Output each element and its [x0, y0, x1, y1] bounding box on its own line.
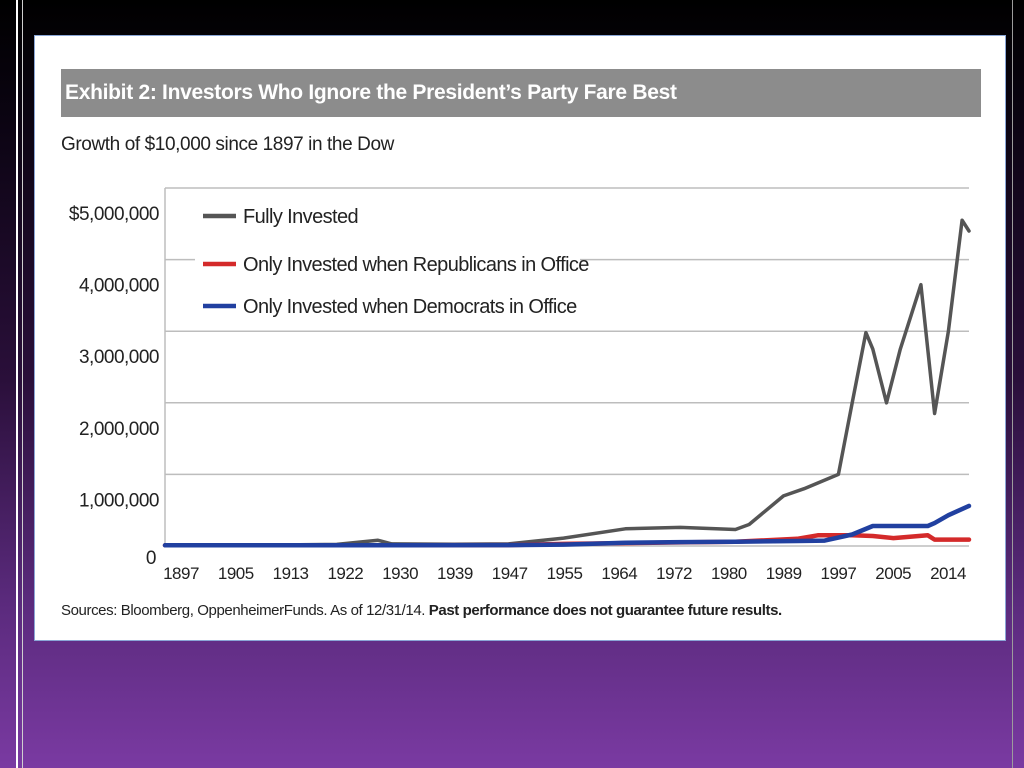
legend-background — [195, 251, 580, 277]
series-line-democrats — [162, 503, 972, 548]
x-tick-label: 1955 — [547, 564, 583, 583]
x-tick-label: 1989 — [766, 564, 802, 583]
x-tick-label: 1972 — [656, 564, 692, 583]
y-tick-label: 3,000,000 — [79, 347, 159, 368]
legend-background — [195, 293, 535, 319]
legend: Fully Invested Only Invested when Republi… — [195, 203, 590, 319]
x-tick-label: 1930 — [382, 564, 418, 583]
x-tick-label: 1980 — [711, 564, 747, 583]
y-tick-label: 2,000,000 — [79, 419, 159, 440]
exhibit-title: Exhibit 2: Investors Who Ignore the Pres… — [61, 69, 981, 117]
x-tick-label: 1897 — [163, 564, 199, 583]
line-chart: 0 1,000,000 2,000,000 3,000,000 4,000,000 $5,… — [69, 187, 972, 583]
legend-label: Only Invested when Democrats in Office — [243, 296, 577, 318]
series-line-fully-invested — [163, 218, 971, 548]
y-tick-label: 0 — [146, 548, 156, 569]
x-tick-label: 1964 — [601, 564, 637, 583]
source-note: Sources: Bloomberg, OppenheimerFunds. As… — [61, 602, 782, 619]
legend-label: Only Invested when Republicans in Office — [243, 254, 589, 276]
disclaimer-text: Past performance does not guarantee futu… — [428, 602, 782, 619]
y-tick-label: $5,000,000 — [69, 204, 159, 225]
x-tick-label: 1947 — [492, 564, 528, 583]
legend-label: Fully Invested — [243, 206, 358, 228]
right-edge-rule — [1012, 0, 1013, 768]
x-tick-label: 1939 — [437, 564, 473, 583]
x-tick-label: 1905 — [218, 564, 254, 583]
gridlines — [164, 187, 969, 547]
legend-background — [195, 203, 535, 229]
chart-subtitle: Growth of $10,000 since 1897 in the Dow — [61, 134, 394, 155]
x-tick-label: 2005 — [875, 564, 911, 583]
x-tick-label: 1997 — [821, 564, 857, 583]
y-axis-ticks: 0 1,000,000 2,000,000 3,000,000 4,000,000 $5,… — [69, 204, 160, 569]
left-edge-rule-thin — [22, 0, 23, 768]
x-axis-ticks: 1897 1905 1913 1922 1930 1939 1947 1955 1964 1972… — [163, 564, 966, 583]
x-tick-label: 1922 — [327, 564, 363, 583]
x-tick-label: 2014 — [930, 564, 966, 583]
left-edge-rule — [16, 0, 18, 768]
series-lines — [162, 218, 972, 548]
chart-panel: Exhibit 2: Investors Who Ignore the Pres… — [34, 35, 1006, 641]
x-tick-label: 1913 — [273, 564, 309, 583]
y-tick-label: 4,000,000 — [79, 276, 159, 297]
y-tick-label: 1,000,000 — [79, 490, 159, 511]
source-text: Sources: Bloomberg, OppenheimerFunds. As… — [61, 602, 429, 619]
